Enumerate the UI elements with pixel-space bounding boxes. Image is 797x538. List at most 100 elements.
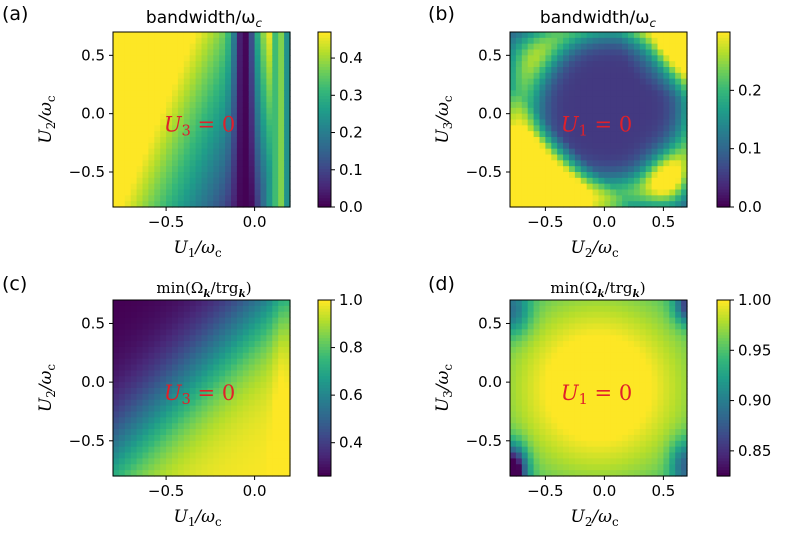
heatmap-cell — [645, 183, 653, 191]
heatmap-cell — [633, 166, 641, 173]
heatmap-cell — [598, 55, 605, 62]
heatmap-cell — [616, 166, 623, 173]
heatmap-cell — [645, 335, 653, 342]
heatmap-cell — [574, 102, 582, 109]
heatmap-cell — [604, 67, 611, 74]
heatmap-cell — [195, 458, 203, 465]
heatmap-cell — [675, 49, 682, 56]
heatmap-cell — [219, 335, 226, 342]
heatmap-cell — [669, 399, 676, 407]
colorbar-segment — [318, 390, 331, 395]
heatmap-cell — [219, 470, 226, 477]
heatmap-cell — [124, 300, 132, 307]
heatmap-cell — [113, 399, 120, 407]
heatmap-cell — [574, 458, 582, 465]
heatmap-cell — [586, 358, 594, 366]
colorbar-tick-label: 0.2 — [339, 124, 363, 142]
heatmap-cell — [663, 376, 670, 383]
heatmap-cell — [130, 300, 138, 307]
colorbar-segment — [717, 302, 730, 307]
heatmap-cell — [628, 452, 635, 459]
heatmap-cell — [260, 429, 267, 436]
heatmap-cell — [260, 195, 267, 202]
heatmap-cell — [569, 43, 576, 51]
heatmap-cell — [569, 300, 576, 307]
heatmap-cell — [136, 364, 144, 371]
heatmap-cell — [515, 195, 523, 202]
heatmap-cell — [598, 305, 605, 313]
colorbar-segment — [717, 34, 730, 39]
heatmap-cell — [207, 78, 214, 86]
heatmap-cell — [154, 67, 161, 74]
heatmap-cell — [207, 96, 214, 103]
heatmap-cell — [569, 137, 576, 144]
heatmap-cell — [675, 300, 682, 307]
heatmap-cell — [515, 37, 523, 45]
heatmap-cell — [510, 55, 517, 62]
x-tick-label: 0.0 — [243, 482, 267, 500]
heatmap-cell — [213, 452, 220, 459]
heatmap-cell — [610, 311, 617, 319]
heatmap-cell — [189, 370, 197, 377]
heatmap-cell — [675, 183, 682, 191]
heatmap-cell — [510, 417, 517, 424]
heatmap-cell — [183, 107, 191, 115]
heatmap-cell — [201, 311, 208, 319]
heatmap-cell — [231, 311, 238, 319]
heatmap-cell — [551, 102, 558, 109]
heatmap-cell — [118, 55, 126, 62]
heatmap-cell — [669, 434, 676, 442]
heatmap-cell — [284, 300, 291, 307]
heatmap-cell — [657, 382, 664, 389]
heatmap-cell — [113, 37, 120, 45]
heatmap-cell — [645, 346, 653, 354]
heatmap-cell — [527, 113, 535, 121]
heatmap-cell — [189, 148, 197, 156]
heatmap-cell — [645, 376, 653, 383]
heatmap-cell — [521, 177, 529, 185]
heatmap-cell — [113, 393, 120, 401]
heatmap-cell — [551, 195, 558, 202]
heatmap-cell — [225, 201, 232, 208]
heatmap-cell — [521, 78, 529, 86]
heatmap-cell — [569, 429, 576, 436]
heatmap-cell — [545, 201, 552, 208]
heatmap-cell — [533, 358, 541, 366]
heatmap-cell — [622, 382, 629, 389]
heatmap-cell — [260, 393, 267, 401]
heatmap-cell — [675, 305, 682, 313]
heatmap-cell — [527, 166, 535, 173]
heatmap-cell — [569, 160, 576, 167]
heatmap-cell — [207, 160, 214, 167]
heatmap-cell — [598, 49, 605, 56]
heatmap-cell — [183, 317, 191, 325]
heatmap-cell — [510, 405, 517, 413]
colorbar-segment — [318, 102, 331, 106]
heatmap-cell — [189, 341, 197, 348]
heatmap-cell — [266, 37, 273, 45]
heatmap-cell — [113, 376, 120, 383]
heatmap-cell — [118, 382, 126, 389]
heatmap-cell — [113, 137, 120, 144]
heatmap-cell — [166, 417, 173, 424]
heatmap-cell — [592, 329, 600, 336]
heatmap-cell — [580, 399, 588, 407]
heatmap-cell — [515, 154, 523, 161]
heatmap-cell — [124, 119, 132, 126]
heatmap-cell — [201, 137, 208, 144]
heatmap-cell — [272, 84, 279, 91]
colorbar-segment — [318, 311, 331, 316]
heatmap-cell — [231, 195, 238, 202]
heatmap-cell — [113, 125, 120, 132]
colorbar-segment — [717, 52, 730, 56]
heatmap-cell — [510, 434, 517, 442]
heatmap-cell — [219, 154, 226, 161]
heatmap-cell — [527, 341, 535, 348]
heatmap-cell — [610, 323, 617, 330]
x-tick-label: 0.0 — [243, 213, 267, 231]
heatmap-cell — [231, 370, 238, 377]
heatmap-cell — [598, 131, 605, 138]
heatmap-cell — [663, 470, 670, 477]
heatmap-cell — [557, 61, 564, 68]
heatmap-cell — [183, 376, 191, 383]
